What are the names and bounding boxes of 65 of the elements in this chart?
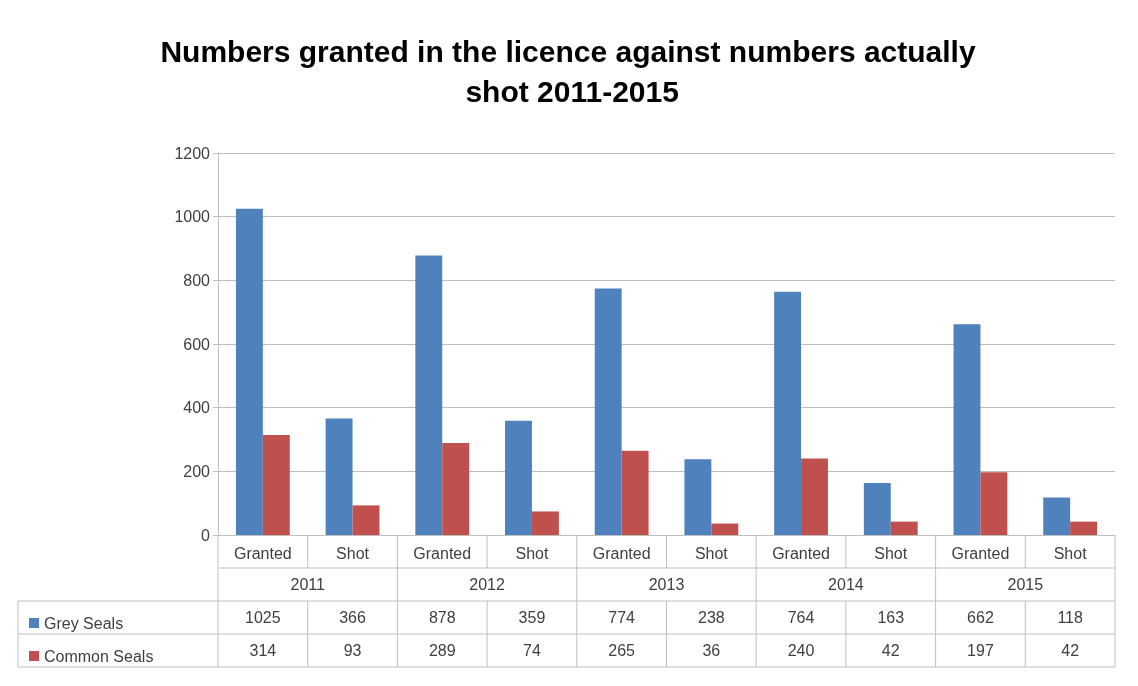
bar: [890, 521, 918, 535]
y-tick-label: 400: [183, 399, 211, 417]
x-tick-label: Granted: [233, 544, 292, 562]
text: 2013: [648, 576, 685, 593]
bar: [684, 459, 712, 535]
bar: [505, 420, 532, 535]
data-label: 36: [702, 642, 721, 659]
x-tick-label: Shot: [336, 544, 370, 562]
bar: [711, 523, 739, 535]
data-label: 74: [523, 642, 541, 659]
data-label: 878: [428, 609, 456, 626]
chart-title: Numbers granted in the licence against numbers actually shot 2011-2015: [160, 34, 976, 108]
data-label: 289: [428, 642, 456, 659]
data-label: 42: [1061, 642, 1080, 659]
data-label: 359: [518, 609, 546, 626]
data-label: 366: [339, 609, 366, 626]
bar: [415, 255, 443, 535]
y-tick-label: 200: [183, 462, 211, 480]
bar: [1043, 497, 1071, 535]
x-tick-label: Shot: [694, 544, 729, 562]
x-tick-label: Granted: [772, 544, 830, 562]
x-tick-label: Granted: [592, 544, 651, 562]
legend-label: Grey Seals: [44, 614, 124, 632]
bar: [531, 511, 559, 535]
bar: [980, 472, 1008, 535]
bar: [774, 291, 802, 535]
bar: [621, 450, 649, 535]
bar: [262, 435, 290, 535]
x-tick-label: Granted: [951, 544, 1010, 562]
bar: [235, 208, 263, 535]
y-tick-label: 1000: [174, 208, 211, 226]
data-label: 197: [967, 642, 994, 659]
data-label: 662: [967, 609, 994, 626]
y-tick-label: 600: [183, 335, 211, 353]
y-tick-label: 800: [183, 271, 211, 289]
data-label: 93: [343, 642, 362, 659]
y-tick-label: 1200: [174, 144, 211, 162]
bar: [352, 505, 380, 535]
legend-label: Common Seals: [44, 647, 154, 665]
data-label: 240: [787, 642, 815, 659]
data-label: 314: [249, 642, 277, 659]
x-tick-label: Shot: [1053, 544, 1088, 562]
x-tick-label: Granted: [413, 544, 472, 562]
data-label: 774: [608, 609, 636, 626]
bar: [953, 324, 981, 535]
data-label: 42: [881, 642, 900, 659]
data-label: 1025: [245, 609, 281, 626]
text: 2015: [1007, 576, 1044, 593]
bar: [442, 443, 470, 535]
data-label: 764: [787, 609, 815, 626]
bar: [594, 288, 622, 535]
bar: [863, 483, 891, 535]
data-label: 238: [698, 609, 725, 626]
text: 2012: [469, 576, 505, 593]
x-tick-label: Shot: [515, 544, 549, 562]
data-label: 265: [608, 642, 636, 659]
bar: [801, 458, 828, 535]
bar: [1070, 521, 1098, 535]
y-tick-label: 0: [201, 526, 211, 544]
text: 2011: [290, 576, 325, 593]
x-tick-label: Shot: [874, 544, 908, 562]
data-label: 163: [877, 609, 905, 626]
data-label: 118: [1057, 609, 1083, 626]
text: 2014: [828, 576, 864, 593]
bar: [325, 418, 353, 535]
